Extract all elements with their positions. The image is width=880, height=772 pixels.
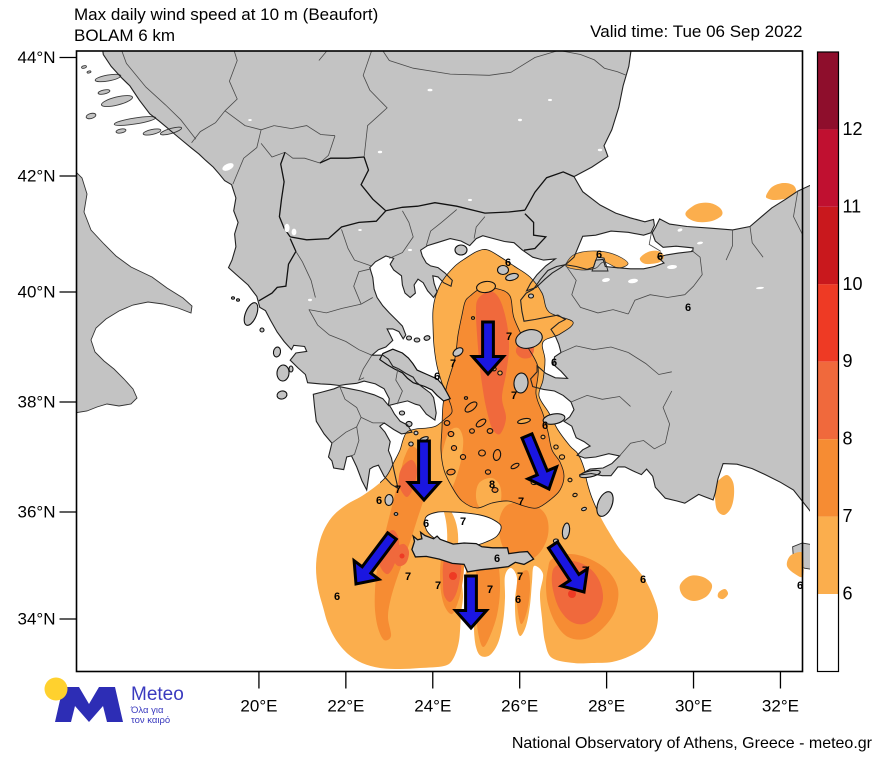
svg-text:10: 10 [843,274,863,294]
svg-text:7: 7 [511,390,517,402]
svg-text:6: 6 [376,495,382,507]
svg-text:Max daily wind speed at 10 m (: Max daily wind speed at 10 m (Beaufort) [74,5,378,24]
svg-text:28°E: 28°E [588,697,625,716]
svg-text:11: 11 [843,196,862,216]
svg-text:36°N: 36°N [18,503,56,522]
svg-text:6: 6 [542,420,548,432]
svg-text:24°E: 24°E [414,697,451,716]
svg-text:8: 8 [843,429,853,449]
svg-text:7: 7 [487,584,493,596]
svg-text:6: 6 [334,591,340,603]
svg-text:6: 6 [640,574,646,586]
svg-text:44°N: 44°N [18,48,56,67]
svg-text:32°E: 32°E [762,697,799,716]
svg-text:42°N: 42°N [18,167,56,186]
svg-text:7: 7 [460,516,466,528]
svg-text:Valid time: Tue 06 Sep 2022: Valid time: Tue 06 Sep 2022 [590,22,802,41]
svg-text:8: 8 [489,479,495,491]
svg-text:6: 6 [797,580,803,592]
svg-text:τον καιρό: τον καιρό [131,715,170,726]
svg-text:38°N: 38°N [18,393,56,412]
svg-text:6: 6 [494,553,500,565]
svg-text:30°E: 30°E [675,697,712,716]
svg-text:6: 6 [551,357,557,369]
svg-text:7: 7 [435,580,441,592]
svg-text:6: 6 [596,249,602,261]
svg-text:7: 7 [518,496,524,508]
svg-text:National Observatory of Athens: National Observatory of Athens, Greece -… [512,735,873,752]
svg-text:7: 7 [843,506,853,526]
svg-text:26°E: 26°E [501,697,538,716]
svg-text:BOLAM 6 km: BOLAM 6 km [74,26,175,45]
svg-text:7: 7 [405,571,411,583]
svg-text:7: 7 [506,331,512,343]
svg-text:Meteo: Meteo [131,684,184,705]
svg-text:6: 6 [434,371,440,383]
svg-text:40°N: 40°N [18,283,56,302]
svg-text:34°N: 34°N [18,610,56,629]
svg-text:9: 9 [843,351,853,371]
svg-text:6: 6 [515,594,521,606]
svg-text:20°E: 20°E [240,697,277,716]
svg-text:6: 6 [505,257,511,269]
svg-text:22°E: 22°E [327,697,364,716]
svg-text:Όλα για: Όλα για [130,705,164,716]
svg-text:6: 6 [657,251,663,263]
svg-text:7: 7 [450,358,456,370]
svg-text:6: 6 [423,518,429,530]
svg-text:7: 7 [517,571,523,583]
svg-text:6: 6 [685,302,691,314]
svg-text:6: 6 [843,584,853,604]
svg-text:7: 7 [395,484,401,496]
svg-text:12: 12 [843,119,863,139]
